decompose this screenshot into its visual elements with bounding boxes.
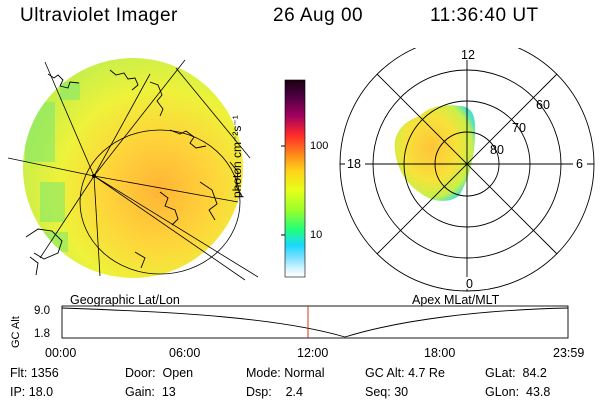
geographic-image [7,58,259,281]
status-gc-alt: GC Alt: 4.7 Re [365,366,445,380]
status-gain: Gain: 13 [125,385,176,399]
status-dsp: Dsp: 2.4 [246,385,303,399]
colorbar-unit-label: photon cm⁻²s⁻¹ [230,115,244,198]
status-door: Door: Open [125,366,194,380]
altitude-plot [61,305,569,339]
polar-grid [339,48,595,292]
date-label: 26 Aug 00 [273,5,364,26]
status-glat: GLat: 84.2 [485,366,547,380]
gc-alt-value: 4.7 Re [408,366,445,380]
seq-value: 30 [394,385,409,399]
altitude-ylabel: GC Alt [10,316,22,348]
instrument-title: Ultraviolet Imager [20,5,178,26]
time-tick-0000: 00:00 [45,346,77,360]
dsp-value: 2.4 [285,385,303,399]
mlat-label-70: 70 [512,121,526,135]
mode-value: Normal [284,366,325,380]
mlt-label-0: 0 [466,277,473,291]
status-mode: Mode: Normal [246,366,325,380]
colorbar-gradient [284,79,306,278]
status-glon: GLon: 43.8 [485,385,551,399]
mlt-label-18: 18 [347,157,361,171]
time-tick-1200: 12:00 [297,346,329,360]
aurora-disk [23,58,243,278]
mlat-label-80: 80 [490,143,504,157]
time-label: 11:36:40 UT [430,5,539,26]
geographic-caption: Geographic Lat/Lon [70,293,180,307]
door-value: Open [162,366,194,380]
mlat-label-60: 60 [536,98,550,112]
glat-value: 84.2 [522,366,547,380]
aurora-oval [394,105,476,201]
status-flt: Flt: 1356 [10,366,59,380]
flt-value: 1356 [30,366,59,380]
status-ip: IP: 18.0 [10,385,54,399]
latlon-grid [7,59,259,281]
ip-value: 18.0 [28,385,54,399]
time-tick-1800: 18:00 [424,346,456,360]
altitude-frame [61,305,569,339]
status-seq: Seq: 30 [365,385,409,399]
mlt-label-12: 12 [461,48,475,62]
altitude-ytick-bottom: 1.8 [34,328,50,340]
geographic-pole [92,174,96,178]
colorbar [281,79,306,278]
colorbar-tick-10: 10 [310,229,323,241]
colorbar-tick-100: 100 [310,140,329,152]
altitude-curve [61,307,569,338]
polar-plot [339,48,595,292]
polar-caption: Apex MLat/MLT [412,293,500,307]
mlt-label-6: 6 [576,157,583,171]
coastlines [25,69,243,276]
time-tick-0600: 06:00 [169,346,201,360]
gain-value: 13 [161,385,176,399]
time-tick-2359: 23:59 [553,346,585,360]
altitude-ytick-top: 9.0 [34,305,50,317]
glon-value: 43.8 [526,385,551,399]
